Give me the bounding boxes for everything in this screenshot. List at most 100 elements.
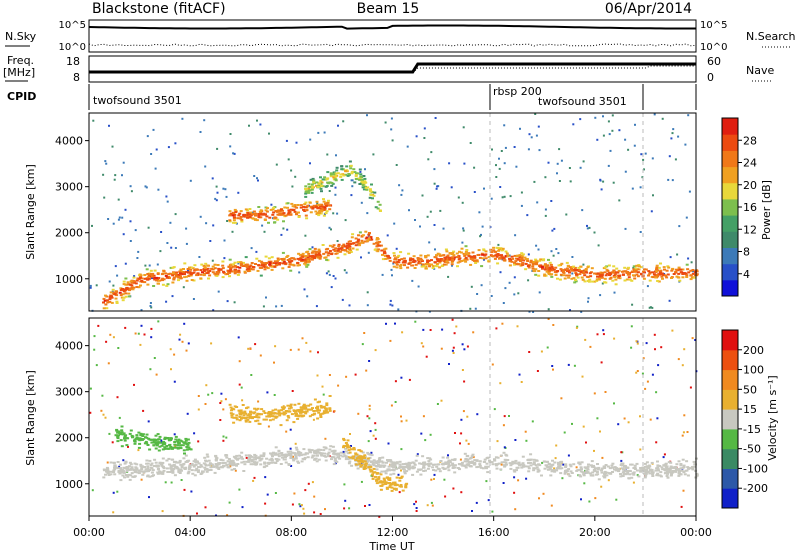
- data-cell: [248, 208, 252, 210]
- data-cell: [292, 458, 296, 461]
- data-cell: [310, 191, 314, 194]
- data-cell: [174, 438, 178, 441]
- data-cell: [240, 451, 244, 454]
- data-cell: [369, 236, 373, 238]
- scatter-cell: [367, 440, 370, 443]
- data-cell: [130, 466, 134, 469]
- data-cell: [335, 169, 339, 172]
- data-cell: [588, 278, 592, 281]
- scatter-cell: [525, 477, 528, 480]
- data-cell: [659, 262, 662, 265]
- scatter-cell: [620, 451, 623, 454]
- data-cell: [660, 272, 664, 275]
- scatter-cell: [532, 311, 535, 313]
- data-cell: [448, 252, 452, 255]
- data-cell: [323, 176, 327, 179]
- data-cell: [179, 444, 183, 447]
- data-cell: [559, 273, 563, 276]
- scatter-cell: [395, 247, 398, 250]
- data-cell: [415, 454, 419, 457]
- data-cell: [550, 470, 554, 473]
- data-cell: [253, 461, 256, 464]
- data-cell: [339, 175, 343, 178]
- data-cell: [137, 469, 141, 472]
- scatter-cell: [140, 324, 143, 327]
- scatter-cell: [640, 153, 643, 156]
- data-cell: [656, 275, 660, 278]
- data-cell: [585, 271, 588, 274]
- scatter-cell: [114, 174, 117, 177]
- scatter-cell: [114, 265, 117, 268]
- scatter-cell: [280, 233, 283, 236]
- scatter-cell: [224, 188, 227, 191]
- data-cell: [279, 409, 283, 412]
- velocity-colorbar-label: Velocity [m s⁻¹]: [766, 375, 779, 460]
- scatter-cell: [112, 222, 115, 225]
- scatter-cell: [583, 482, 586, 485]
- data-cell: [284, 455, 288, 457]
- y-tick-label: 2000: [55, 432, 83, 445]
- data-cell: [160, 444, 164, 447]
- data-cell: [191, 267, 195, 270]
- data-cell: [526, 465, 530, 468]
- scatter-cell: [309, 162, 311, 165]
- data-cell: [353, 457, 357, 460]
- data-cell: [342, 437, 346, 440]
- scatter-cell: [216, 191, 219, 194]
- data-cell: [240, 461, 244, 464]
- data-cell: [131, 288, 135, 291]
- data-cell: [237, 269, 241, 272]
- data-cell: [109, 470, 113, 473]
- scatter-cell: [178, 338, 181, 341]
- data-cell: [263, 461, 267, 464]
- data-cell: [691, 269, 695, 271]
- data-cell: [478, 463, 482, 466]
- data-cell: [295, 414, 299, 417]
- data-cell: [328, 204, 331, 207]
- scatter-cell: [462, 126, 465, 129]
- data-cell: [665, 467, 669, 469]
- data-cell: [251, 417, 254, 420]
- data-cell: [681, 268, 685, 271]
- data-cell: [168, 463, 172, 466]
- scatter-cell: [465, 439, 468, 442]
- scatter-cell: [250, 374, 253, 376]
- data-cell: [147, 277, 151, 280]
- data-cell: [598, 274, 602, 277]
- data-cell: [623, 465, 627, 467]
- data-cell: [443, 256, 447, 259]
- data-cell: [113, 466, 116, 469]
- data-cell: [677, 468, 681, 470]
- data-cell: [672, 469, 676, 472]
- data-cell: [358, 455, 362, 458]
- scatter-cell: [596, 417, 599, 420]
- data-cell: [485, 467, 488, 470]
- data-cell: [622, 472, 626, 475]
- data-cell: [238, 412, 242, 415]
- data-cell: [637, 268, 641, 271]
- scatter-cell: [513, 476, 516, 479]
- data-cell: [559, 264, 563, 267]
- data-cell: [572, 277, 576, 280]
- scatter-cell: [292, 455, 294, 458]
- scatter-cell: [237, 262, 240, 265]
- scatter-cell: [480, 233, 482, 236]
- data-cell: [352, 447, 356, 449]
- data-cell: [529, 464, 533, 467]
- data-cell: [392, 261, 396, 264]
- data-cell: [545, 270, 549, 273]
- data-cell: [344, 245, 348, 248]
- data-cell: [210, 267, 214, 270]
- data-cell: [269, 208, 273, 211]
- data-cell: [669, 465, 673, 468]
- data-cell: [244, 420, 248, 423]
- data-cell: [686, 268, 690, 271]
- scatter-cell: [287, 158, 290, 161]
- data-cell: [287, 211, 291, 214]
- data-cell: [421, 461, 425, 464]
- data-cell: [233, 468, 236, 470]
- data-cell: [390, 483, 394, 486]
- data-cell: [319, 416, 323, 418]
- data-cell: [213, 267, 217, 270]
- scatter-cell: [617, 423, 620, 426]
